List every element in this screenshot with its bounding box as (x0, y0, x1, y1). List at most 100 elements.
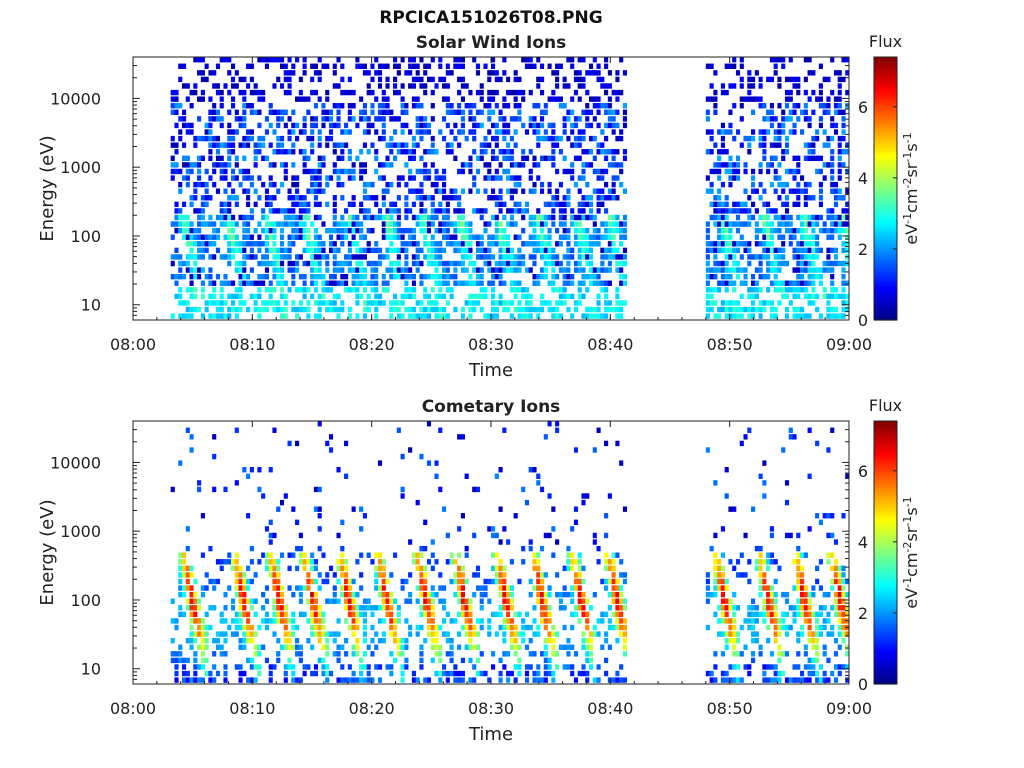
heatmap-cell (807, 57, 812, 63)
heatmap-cell (279, 135, 285, 142)
heatmap-cell (502, 565, 507, 572)
heatmap-cell (268, 677, 273, 683)
heatmap-cell (423, 677, 428, 683)
heatmap-cell (747, 254, 752, 260)
heatmap-cell (517, 175, 522, 181)
heatmap-cell (385, 83, 390, 89)
heatmap-cell (362, 605, 367, 611)
heatmap-cell (298, 532, 303, 539)
heatmap-cell (400, 637, 405, 644)
heatmap-cell (268, 467, 273, 473)
heatmap-cell (784, 135, 790, 142)
heatmap-cell (845, 234, 850, 240)
heatmap-cell (193, 273, 198, 280)
heatmap-cell (336, 306, 341, 313)
heatmap-cell (249, 63, 254, 69)
heatmap-cell (758, 142, 763, 148)
heatmap-cell (362, 513, 367, 519)
heatmap-cell (532, 552, 537, 558)
heatmap-cell (811, 155, 816, 162)
heatmap-cell (332, 598, 337, 604)
heatmap-cell (728, 605, 733, 611)
heatmap-cell (769, 122, 774, 129)
heatmap-cell (845, 227, 850, 234)
heatmap-cell (558, 214, 563, 221)
heatmap-cell (170, 221, 175, 227)
heatmap-cell (562, 116, 567, 122)
heatmap-cell (385, 591, 390, 598)
heatmap-cell (562, 280, 567, 286)
heatmap-cell (513, 129, 518, 135)
heatmap-cell (769, 221, 774, 227)
heatmap-cell (264, 273, 270, 280)
heatmap-cell (389, 572, 394, 578)
heatmap-cell (751, 598, 756, 604)
heatmap-cell (415, 70, 420, 76)
colorbar-step (874, 269, 897, 273)
heatmap-cell (351, 631, 356, 637)
heatmap-cell (506, 188, 511, 194)
heatmap-cell (287, 585, 292, 591)
heatmap-cell (336, 644, 341, 650)
heatmap-cell (204, 585, 209, 591)
heatmap-cell (283, 214, 288, 221)
heatmap-cell (498, 149, 503, 155)
heatmap-cell (513, 162, 518, 168)
heatmap-cell (724, 306, 729, 313)
heatmap-cell (588, 254, 594, 260)
heatmap-cell (494, 214, 499, 221)
heatmap-cell (762, 480, 767, 486)
x-axis-label: Time (468, 360, 513, 381)
heatmap-cell (193, 227, 198, 234)
heatmap-cell (257, 644, 262, 650)
heatmap-cell (332, 149, 337, 155)
heatmap-cell (720, 618, 725, 624)
heatmap-cell (724, 89, 729, 96)
heatmap-cell (219, 122, 224, 129)
heatmap-cell (276, 149, 281, 155)
heatmap-cell (355, 57, 360, 63)
heatmap-cell (453, 227, 458, 234)
heatmap-cell (325, 644, 330, 650)
heatmap-cell (822, 129, 827, 135)
heatmap-cell (366, 181, 371, 188)
heatmap-cell (295, 545, 300, 552)
heatmap-cell (291, 267, 296, 273)
heatmap-cell (377, 254, 383, 260)
heatmap-cell (494, 578, 499, 585)
heatmap-cell (359, 234, 364, 240)
heatmap-cell (705, 598, 710, 604)
heatmap-cell (230, 63, 236, 69)
heatmap-cell (773, 254, 778, 260)
heatmap-cell (396, 142, 401, 148)
heatmap-cell (506, 221, 511, 227)
heatmap-cell (377, 260, 383, 267)
heatmap-cell (472, 631, 477, 637)
heatmap-cell (705, 63, 710, 69)
heatmap-cell (532, 306, 537, 313)
heatmap-cell (325, 280, 330, 286)
heatmap-cell (543, 598, 548, 604)
heatmap-cell (389, 201, 394, 208)
heatmap-cell (227, 201, 232, 208)
heatmap-cell (445, 208, 450, 214)
heatmap-cell (434, 280, 439, 286)
heatmap-cell (287, 287, 292, 293)
heatmap-cell (581, 109, 586, 115)
heatmap-cell (619, 280, 624, 286)
heatmap-cell (208, 273, 213, 280)
heatmap-cell (509, 260, 514, 267)
heatmap-cell (468, 188, 473, 194)
heatmap-cell (298, 89, 303, 96)
heatmap-cell (754, 611, 759, 618)
heatmap-cell (539, 618, 545, 624)
heatmap-cell (577, 598, 582, 604)
heatmap-cell (720, 227, 725, 234)
heatmap-cell (332, 201, 337, 208)
heatmap-cell (355, 559, 360, 565)
heatmap-cell (393, 142, 398, 148)
heatmap-cell (509, 618, 514, 624)
heatmap-cell (181, 559, 187, 565)
heatmap-cell (344, 280, 349, 286)
heatmap-cell (762, 116, 767, 122)
